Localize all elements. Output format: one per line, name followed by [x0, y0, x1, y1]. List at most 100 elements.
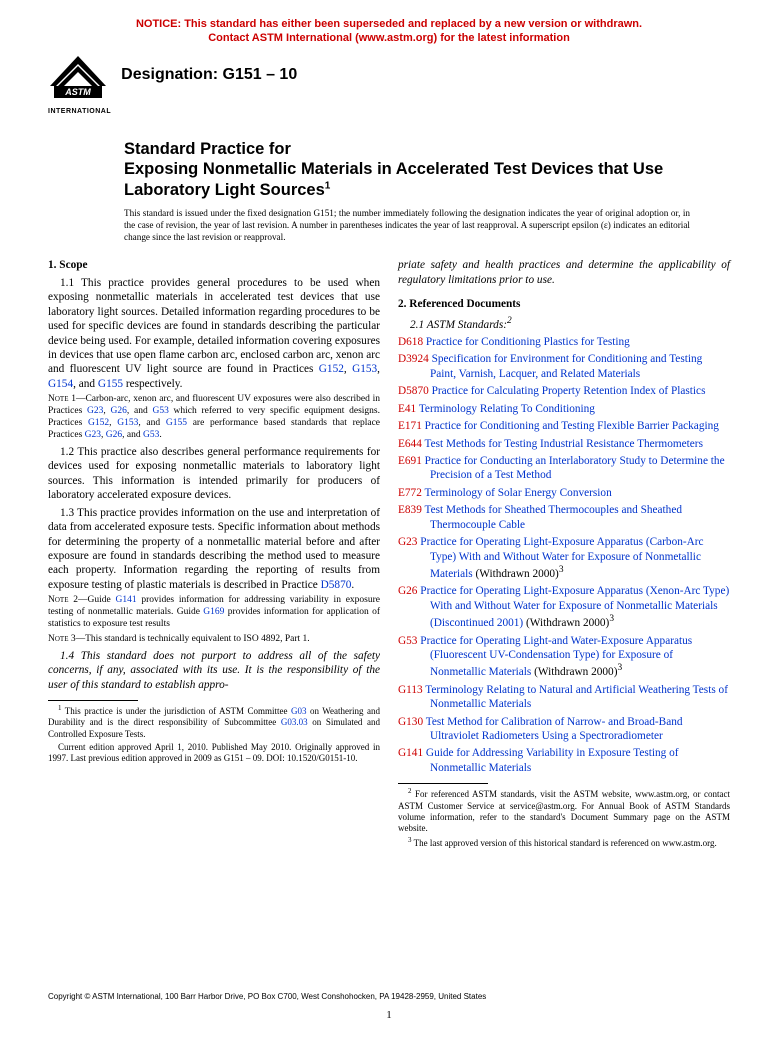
scope-1-4a: 1.4 This standard does not purport to ad…: [48, 649, 380, 692]
note-3: Note 3—This standard is technically equi…: [48, 634, 380, 646]
link-g0303[interactable]: G03.03: [281, 717, 308, 727]
scope-heading: 1. Scope: [48, 258, 380, 272]
ref-designation[interactable]: E772: [398, 487, 422, 499]
ref-item: E691 Practice for Conducting an Interlab…: [398, 454, 730, 483]
ref-designation[interactable]: G141: [398, 747, 423, 759]
link-g26b[interactable]: G26: [106, 430, 122, 440]
link-g26[interactable]: G26: [111, 406, 127, 416]
title-sup: 1: [325, 180, 331, 191]
body-columns: 1. Scope 1.1 This practice provides gene…: [48, 258, 730, 851]
designation: Designation: G151 – 10: [121, 66, 297, 84]
link-g155b[interactable]: G155: [166, 418, 187, 428]
ref-designation[interactable]: G26: [398, 585, 417, 597]
ref-title[interactable]: Terminology Relating To Conditioning: [416, 403, 595, 415]
title-kicker: Standard Practice for: [124, 140, 291, 158]
scope-1-3: 1.3 This practice provides information o…: [48, 506, 380, 593]
ref-title[interactable]: Practice for Conducting an Interlaborato…: [422, 455, 725, 481]
ref-designation[interactable]: E644: [398, 438, 422, 450]
link-g154[interactable]: G154: [48, 378, 73, 390]
ref-title[interactable]: Terminology Relating to Natural and Arti…: [423, 684, 728, 710]
title-block: Standard Practice for Exposing Nonmetall…: [124, 139, 730, 201]
ref-item: G53 Practice for Operating Light-and Wat…: [398, 634, 730, 680]
ref-withdrawn: (Withdrawn 2000): [531, 666, 617, 678]
ref-title[interactable]: Practice for Conditioning and Testing Fl…: [422, 420, 719, 432]
notice-banner: NOTICE: This standard has either been su…: [48, 18, 730, 46]
ref-item: D3924 Specification for Environment for …: [398, 352, 730, 381]
refs-list: D618 Practice for Conditioning Plastics …: [398, 335, 730, 776]
scope-1-1: 1.1 This practice provides general proce…: [48, 276, 380, 392]
ref-item: D5870 Practice for Calculating Property …: [398, 384, 730, 398]
ref-item: G23 Practice for Operating Light-Exposur…: [398, 535, 730, 581]
link-g152[interactable]: G152: [319, 363, 344, 375]
ref-designation[interactable]: D618: [398, 336, 423, 348]
link-g141[interactable]: G141: [116, 595, 137, 605]
link-g53b[interactable]: G53: [143, 430, 159, 440]
header-row: ASTM INTERNATIONAL Designation: G151 – 1…: [48, 52, 730, 115]
ref-withdrawn: (Withdrawn 2000): [523, 617, 609, 629]
ref-title[interactable]: Specification for Environment for Condit…: [429, 353, 703, 379]
ref-item: E772 Terminology of Solar Energy Convers…: [398, 486, 730, 500]
page: NOTICE: This standard has either been su…: [0, 0, 778, 1041]
ref-item: G130 Test Method for Calibration of Narr…: [398, 715, 730, 744]
ref-item: E839 Test Methods for Sheathed Thermocou…: [398, 503, 730, 532]
link-d5870[interactable]: D5870: [321, 579, 352, 591]
footnote-1b: Current edition approved April 1, 2010. …: [48, 742, 380, 765]
ref-title[interactable]: Test Methods for Testing Industrial Resi…: [422, 438, 703, 450]
link-g23b[interactable]: G23: [85, 430, 101, 440]
ref-designation[interactable]: G53: [398, 635, 417, 647]
ref-title[interactable]: Practice for Calculating Property Retent…: [429, 385, 706, 397]
refs-heading: 2. Referenced Documents: [398, 297, 730, 311]
link-g03[interactable]: G03: [291, 706, 307, 716]
link-g153[interactable]: G153: [352, 363, 377, 375]
left-footnotes: 1 This practice is under the jurisdictio…: [48, 700, 380, 764]
link-g23[interactable]: G23: [87, 406, 103, 416]
ref-item: E41 Terminology Relating To Conditioning: [398, 402, 730, 416]
page-number: 1: [0, 1009, 778, 1021]
logo-label: INTERNATIONAL: [48, 108, 111, 115]
footnote-rule-right: [398, 783, 488, 784]
notice-line2: Contact ASTM International (www.astm.org…: [208, 32, 570, 44]
ref-designation[interactable]: E691: [398, 455, 422, 467]
ref-title[interactable]: Terminology of Solar Energy Conversion: [422, 487, 612, 499]
ref-designation[interactable]: E171: [398, 420, 422, 432]
ref-designation[interactable]: E41: [398, 403, 416, 415]
ref-sup: 3: [617, 663, 622, 673]
astm-logo-icon: ASTM: [48, 52, 108, 106]
ref-sup: 3: [559, 565, 564, 575]
ref-title[interactable]: Test Methods for Sheathed Thermocouples …: [422, 504, 682, 530]
link-g153b[interactable]: G153: [117, 418, 138, 428]
ref-designation[interactable]: E839: [398, 504, 422, 516]
footnote-2: 2 For referenced ASTM standards, visit t…: [398, 787, 730, 834]
ref-designation[interactable]: G130: [398, 716, 423, 728]
svg-text:ASTM: ASTM: [64, 87, 91, 97]
ref-title[interactable]: Guide for Addressing Variability in Expo…: [423, 747, 678, 773]
ref-item: D618 Practice for Conditioning Plastics …: [398, 335, 730, 349]
ref-designation[interactable]: G23: [398, 536, 417, 548]
link-g53[interactable]: G53: [152, 406, 168, 416]
ref-title[interactable]: Test Method for Calibration of Narrow- a…: [423, 716, 682, 742]
ref-designation[interactable]: D5870: [398, 385, 429, 397]
link-g155[interactable]: G155: [98, 378, 123, 390]
link-g169[interactable]: G169: [203, 607, 224, 617]
footnote-1: 1 This practice is under the jurisdictio…: [48, 704, 380, 740]
copyright: Copyright © ASTM International, 100 Barr…: [48, 992, 486, 1001]
footnote-3: 3 The last approved version of this hist…: [398, 836, 730, 849]
ref-item: E171 Practice for Conditioning and Testi…: [398, 419, 730, 433]
ref-sup: 3: [609, 614, 614, 624]
note-2: Note 2—Guide G141 provides information f…: [48, 595, 380, 631]
refs-sub: 2.1 ASTM Standards:2: [398, 315, 730, 332]
issuance-statement: This standard is issued under the fixed …: [124, 208, 730, 244]
ref-item: G141 Guide for Addressing Variability in…: [398, 746, 730, 775]
ref-item: G113 Terminology Relating to Natural and…: [398, 683, 730, 712]
footnote-rule: [48, 700, 138, 701]
ref-item: E644 Test Methods for Testing Industrial…: [398, 437, 730, 451]
ref-designation[interactable]: G113: [398, 684, 423, 696]
scope-1-4b: priate safety and health practices and d…: [398, 258, 730, 287]
logo-block: ASTM INTERNATIONAL: [48, 52, 111, 115]
link-g152b[interactable]: G152: [88, 418, 109, 428]
notice-line1: NOTICE: This standard has either been su…: [136, 18, 642, 30]
ref-designation[interactable]: D3924: [398, 353, 429, 365]
ref-withdrawn: (Withdrawn 2000): [473, 568, 559, 580]
right-footnotes: 2 For referenced ASTM standards, visit t…: [398, 783, 730, 849]
ref-title[interactable]: Practice for Conditioning Plastics for T…: [423, 336, 630, 348]
